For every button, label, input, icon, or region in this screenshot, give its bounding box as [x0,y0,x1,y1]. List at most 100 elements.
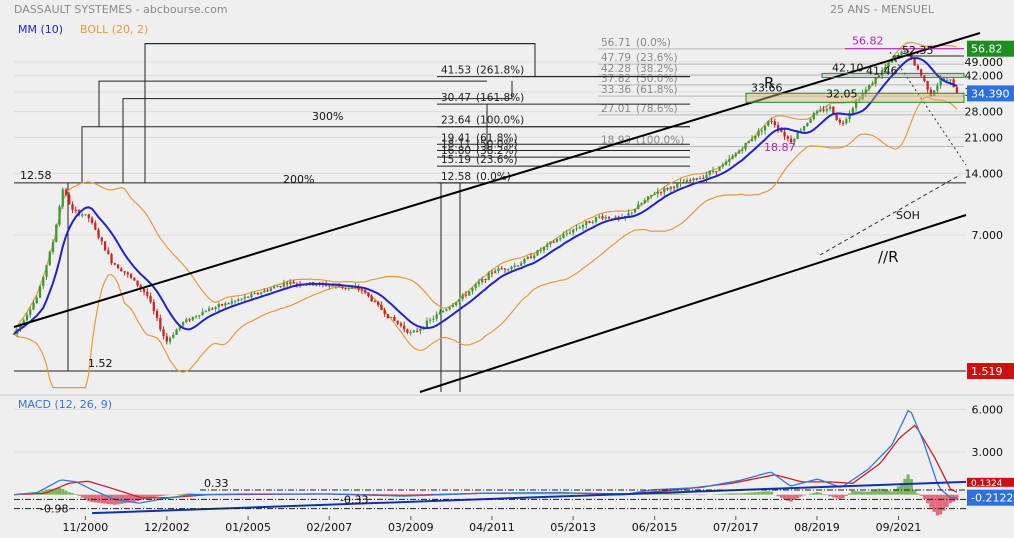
x-tick-label: 08/2019 [794,521,840,534]
candle-body [822,109,825,111]
candle-body [913,58,916,66]
candle-body [578,227,581,229]
candle-body [513,265,516,267]
candle-body [952,79,955,88]
candle-body [442,310,445,313]
candle-body [406,329,409,333]
label-soh: SOH [896,209,920,222]
candle-body [253,293,256,295]
macd-histogram-bar [848,493,852,495]
macd-histogram-bar [893,488,897,495]
candle-body [494,271,497,274]
candle-body [159,317,162,330]
candle-body [906,50,910,53]
macd-histogram-bar [802,494,806,496]
candle-body [679,182,682,184]
candle-body [559,238,562,240]
candle-body [29,309,32,315]
macd-label-033: 0.33 [204,477,229,490]
candle-body [666,188,669,190]
candle-body [377,301,380,305]
candle-body [458,299,461,303]
price-tick-label: 21.000 [965,131,1004,144]
x-tick-label: 03/2009 [388,521,434,534]
macd-histogram-bar [812,492,816,495]
candle-body [204,311,207,313]
candle-body [477,282,481,285]
macd-histogram-bar [776,494,780,497]
candle-body [484,279,487,281]
candle-body [84,214,87,216]
dashed-down [889,51,967,166]
x-tick-label: 11/2000 [63,521,109,534]
macd-histogram-bar [782,494,787,500]
candle-body [874,77,877,84]
candle-body [919,69,923,76]
candle-body [64,189,68,195]
fib-ext-pct: (23.6%) [476,154,518,166]
macd-histogram-bar [838,494,842,500]
fib-retrace-value: 37.82 [601,73,631,85]
macd-histogram-bar [145,494,149,499]
candle-body [175,329,178,335]
candle-body [87,214,90,219]
zone-4210 [821,72,965,78]
candle-body [71,204,74,210]
candle-body [230,301,233,304]
macd-histogram-bar [698,494,702,496]
candle-body [854,100,858,109]
macd-title: MACD (12, 26, 9) [18,398,112,411]
macd-histogram-bar [942,494,946,511]
macd-histogram-bar [880,488,884,495]
bollinger-bands [13,41,958,389]
candle-body [507,269,510,271]
candle-body [393,316,396,321]
badge-low: 1.519 [971,365,1003,378]
candle-body [702,177,705,179]
candle-body [386,314,390,318]
candle-body [194,316,198,318]
candle-body [650,194,653,197]
candle-body [767,121,770,126]
macd-histogram-bar [129,494,133,503]
x-tick-label: 02/2007 [306,521,352,534]
candle-body [741,149,744,151]
candle-body [185,319,188,323]
macd-histogram-bar [945,494,949,507]
badge-high: 56.82 [971,43,1003,56]
candle-body [94,222,97,230]
candle-body [155,311,159,318]
candle-body [461,294,464,300]
candle-body [711,171,715,173]
fib-retrace-value: 42.28 [601,63,631,75]
candle-body [471,287,474,292]
candle-body [113,263,116,265]
candle-body [240,298,243,300]
fib-ext-value: 12.58 [441,171,471,183]
candle-body [464,294,468,296]
macd-histogram-bar [919,494,923,496]
candle-body [207,308,211,312]
candle-body [633,209,637,213]
candle-body [97,229,100,238]
candle-body [51,242,55,252]
candle-body [812,113,815,119]
macd-histogram-bar [887,490,891,495]
candle-body [198,315,201,317]
macd-histogram-bar [132,494,136,502]
candle-body [481,279,484,283]
candle-body [698,177,702,180]
candle-body [591,222,594,224]
macd-histogram-bar [890,491,894,495]
candle-body [81,214,84,216]
candle-body [500,268,503,270]
macd-histogram-bar [760,491,764,495]
price-tick-label: 7.000 [972,229,1004,242]
candle-body [637,204,640,210]
candle-body [763,125,767,131]
candle-body [116,264,120,269]
label-200pct: 200% [283,173,314,186]
candle-body [295,283,299,285]
candle-body [272,286,276,289]
candle-body [789,138,793,143]
